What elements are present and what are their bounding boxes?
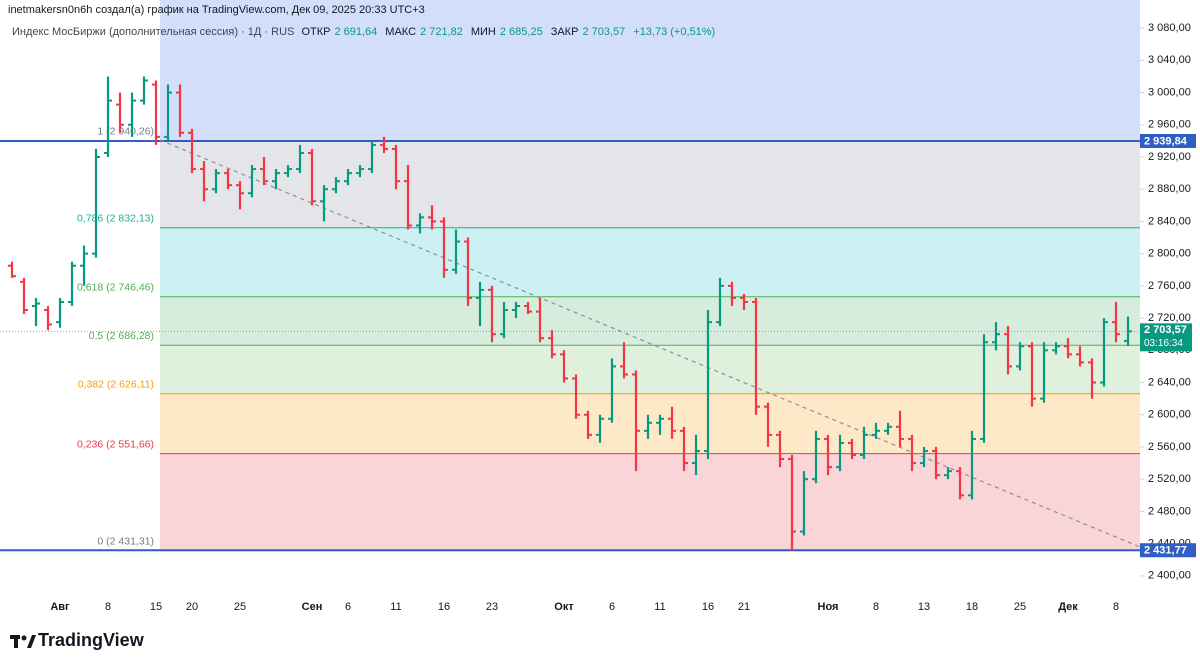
x-tick-label: 13: [918, 601, 930, 613]
price-label: 2 939,84: [1144, 135, 1188, 147]
x-tick-label: 25: [234, 601, 246, 613]
x-tick-label: 8: [105, 601, 111, 613]
x-tick-label: 18: [966, 601, 978, 613]
header: inetmakersn0n6h создал(а) график на Trad…: [8, 4, 425, 16]
x-tick-label: Авг: [50, 601, 70, 613]
x-tick-label: Ноя: [818, 601, 839, 613]
bars: [8, 76, 1132, 551]
last-price-label: 2 703,57: [1144, 324, 1187, 336]
y-tick-label: 2 480,00: [1148, 505, 1191, 517]
legend-value: 2 703,57: [582, 26, 626, 38]
fib-label: 0,5 (2 686,28): [89, 330, 154, 342]
x-tick-label: 16: [702, 601, 714, 613]
y-tick-label: 2 800,00: [1148, 248, 1191, 260]
y-tick-label: 2 760,00: [1148, 280, 1191, 292]
fib-zone: [160, 140, 1140, 228]
legend-label: МАКС: [385, 26, 417, 38]
y-tick-label: 2 600,00: [1148, 409, 1191, 421]
y-tick-label: 3 080,00: [1148, 22, 1191, 34]
y-tick-label: 2 720,00: [1148, 312, 1191, 324]
x-tick-label: 8: [1113, 601, 1119, 613]
x-tick-label: 25: [1014, 601, 1026, 613]
y-tick-label: 2 640,00: [1148, 376, 1191, 388]
last-price-bg: [1140, 323, 1192, 352]
x-tick-label: 6: [609, 601, 615, 613]
y-tick-label: 2 840,00: [1148, 215, 1191, 227]
fib-label: 0,786 (2 832,13): [77, 213, 154, 225]
x-tick-label: 11: [654, 601, 665, 613]
y-tick-label: 2 400,00: [1148, 570, 1191, 582]
fib-zone: [160, 345, 1140, 394]
x-tick-label: 15: [150, 601, 162, 613]
y-tick-label: 3 000,00: [1148, 86, 1191, 98]
x-tick-label: 21: [738, 601, 750, 613]
logo-icon: [10, 635, 36, 648]
fib-label: 1 (2 940,26): [97, 125, 154, 137]
x-tick-label: 16: [438, 601, 450, 613]
x-tick-label: Окт: [554, 601, 574, 613]
fib-zone: [160, 296, 1140, 346]
x-tick-label: 11: [390, 601, 401, 613]
y-tick-label: 2 960,00: [1148, 119, 1191, 131]
x-tick-label: Сен: [302, 601, 323, 613]
y-tick-label: 2 560,00: [1148, 441, 1191, 453]
legend-label: ОТКР: [301, 26, 331, 38]
y-tick-label: 3 040,00: [1148, 54, 1191, 66]
legend-label: ЗАКР: [550, 26, 579, 38]
y-tick-label: 2 880,00: [1148, 183, 1191, 195]
x-tick-label: 23: [486, 601, 498, 613]
countdown: 03:16:34: [1144, 338, 1183, 349]
legend-value: 2 721,82: [420, 26, 463, 38]
y-tick-label: 2 920,00: [1148, 151, 1191, 163]
fib-zones: 1 (2 940,26) 0,786 (2 832,13) 0,618 (2 746…: [0, 0, 1140, 552]
legend-change: +13,73 (+0,51%): [633, 26, 716, 38]
x-tick-label: 20: [186, 601, 198, 613]
fib-zone: [160, 0, 1140, 141]
fib-zone: [160, 227, 1140, 297]
price-label-bg: [1140, 543, 1196, 558]
fib-zone: [160, 453, 1140, 551]
y-tick-label: 2 520,00: [1148, 473, 1191, 485]
fib-label: 0,618 (2 746,46): [77, 282, 154, 294]
x-tick-label: 8: [873, 601, 879, 613]
price-axis: [1140, 0, 1200, 600]
brand: TradingView: [38, 630, 144, 650]
fib-label: 0,382 (2 626,11): [78, 378, 154, 390]
legend-value: 2 685,25: [499, 26, 543, 38]
x-tick-label: Дек: [1058, 601, 1078, 613]
legend-value: 2 691,64: [334, 26, 378, 38]
symbol: Индекс МосБиржи (дополнительная сессия) …: [12, 26, 295, 38]
fib-label: 0,236 (2 551,66): [77, 438, 154, 450]
axis-labels: Авг 8 15 20 25 Сен 6 11 16 23 Окт 6 11 16 21 Ноя 8 13 18 25…: [50, 22, 1196, 613]
legend-label: МИН: [470, 26, 496, 38]
x-tick-label: 6: [345, 601, 351, 613]
price-label: 2 431,77: [1144, 545, 1187, 557]
fib-label: 0 (2 431,31): [97, 535, 154, 547]
legend: Индекс МосБиржи (дополнительная сессия) …: [12, 26, 723, 38]
price-label-bg: [1140, 134, 1196, 149]
